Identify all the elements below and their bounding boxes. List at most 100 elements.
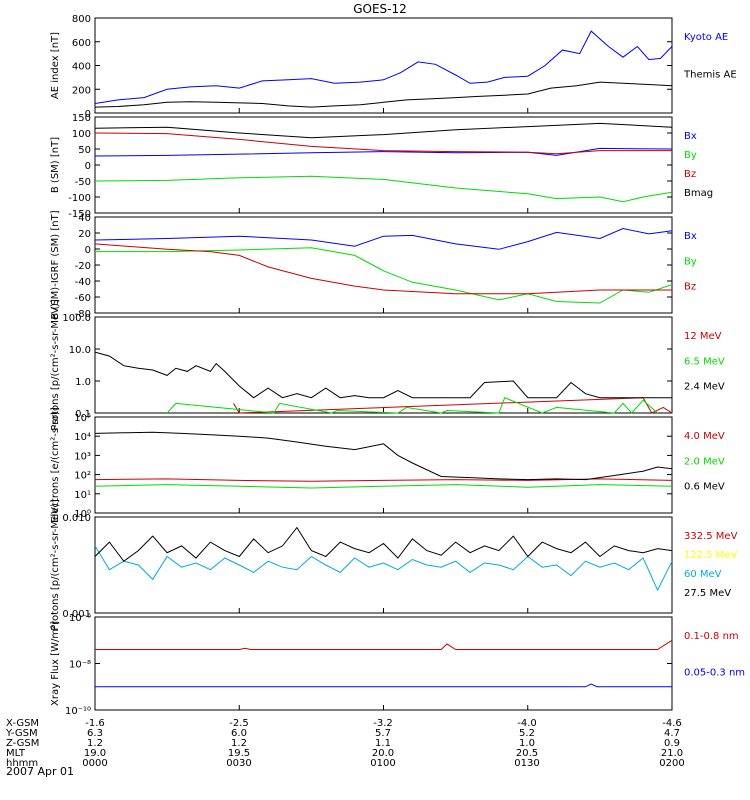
panel-7: 10⁻⁶ 10⁻⁸ 10⁻¹⁰ Xray Flux [W/m²] 0.1-0.8 nm 0…: [50, 613, 745, 717]
y-tick-label: 10⁻⁶: [69, 613, 91, 624]
legend-by: By: [684, 150, 697, 161]
orbit-value: 1.2: [87, 738, 103, 749]
y-tick-label: 150: [72, 113, 91, 124]
orbit-value: 1.0: [519, 738, 535, 749]
orbit-value: 4.7: [664, 728, 680, 739]
series-line-27-5-mev: [94, 526, 673, 562]
series-line-2-0-mev: [94, 484, 673, 489]
y-tick-label: 200: [72, 85, 91, 96]
orbit-row-label: X-GSM: [6, 718, 39, 729]
series-line-themis-ae: [94, 81, 673, 108]
series-line-6-5-mev: [166, 397, 658, 414]
legend-122-5-mev: 122.5 MeV: [684, 550, 738, 561]
plot-frame: [94, 316, 673, 414]
y-tick-label: 10²: [74, 471, 91, 482]
orbit-value: -4.6: [662, 718, 682, 729]
y-tick-label: 10⁰: [74, 509, 91, 520]
legend-0-1-0-8-nm: 0.1-0.8 nm: [684, 631, 739, 642]
y-tick-label: 600: [72, 38, 91, 49]
orbit-value: 1.2: [231, 738, 247, 749]
orbit-value: 21.0: [661, 748, 683, 759]
figure-title: GOES-12: [353, 2, 407, 16]
orbit-row-label: hhmm: [6, 758, 38, 769]
legend-4-0-mev: 4.0 MeV: [684, 431, 725, 442]
orbit-value: 0030: [226, 758, 251, 769]
y-tick-label: 20: [78, 229, 91, 240]
plot-frame: [94, 516, 673, 614]
panel-2: 150 100 50 0 -50 -100 -150 B (SM) [nT] Bx By Bz Bma…: [50, 113, 713, 220]
plot-frame: [94, 216, 673, 314]
y-axis-label: B (SM)-IGRF (SM) [nT]: [50, 210, 61, 319]
series-line-12-mev: [233, 397, 673, 414]
orbit-value: 0200: [659, 758, 684, 769]
legend-2-0-mev: 2.0 MeV: [684, 456, 725, 467]
y-tick-label: 0: [85, 245, 91, 256]
orbit-value: 0100: [370, 758, 395, 769]
orbit-value: 19.0: [84, 748, 106, 759]
y-tick-label: -80: [75, 309, 91, 320]
legend-2-4-mev: 2.4 MeV: [684, 382, 725, 393]
orbit-value: 20.0: [372, 748, 394, 759]
orbit-table: X-GSMY-GSMZ-GSMMLThhmm-1.66.31.219.00000…: [5, 718, 685, 769]
y-tick-label: 10⁵: [74, 413, 91, 424]
legend-themis-ae: Themis AE: [683, 70, 737, 81]
legend-bmag: Bmag: [684, 188, 713, 199]
y-axis-label: Xray Flux [W/m²]: [50, 621, 61, 706]
y-axis-label: AE index [nT]: [50, 32, 61, 99]
y-axis-label: Protons [p/(cm²-s-sr-MeV)]: [50, 299, 61, 431]
orbit-value: 19.5: [228, 748, 250, 759]
legend-12-mev: 12 MeV: [684, 331, 722, 342]
orbit-row-label: Z-GSM: [6, 738, 39, 749]
y-tick-label: 10¹: [74, 490, 91, 501]
series-line-bmag: [94, 122, 673, 139]
plot-frame: [94, 116, 673, 214]
orbit-value: 6.0: [231, 728, 247, 739]
orbit-value: 20.5: [516, 748, 538, 759]
panel-3: 40 20 0 -20 -40 -60 -80 B (SM)-IGRF (SM) [nT] Bx…: [50, 210, 697, 320]
orbit-value: -1.6: [85, 718, 105, 729]
legend-kyoto-ae: Kyoto AE: [684, 32, 728, 43]
y-tick-label: 10³: [74, 451, 91, 462]
legend-bz: Bz: [684, 282, 696, 293]
legend-6-5-mev: 6.5 MeV: [684, 356, 725, 367]
y-axis-label: Protons [p/(cm²-s-sr-MeV)]: [50, 499, 61, 631]
legend-0-05-0-3-nm: 0.05-0.3 nm: [684, 668, 745, 679]
y-tick-label: -50: [75, 177, 91, 188]
series-line-0-05-0-3-nm: [95, 683, 672, 688]
y-axis-label: B (SM) [nT]: [50, 137, 61, 193]
y-tick-label: -150: [68, 209, 91, 220]
series-line-0-6-mev: [94, 431, 673, 481]
series-line-bz: [94, 243, 672, 295]
y-tick-label: 0.010: [62, 513, 91, 524]
orbit-value: 0130: [514, 758, 539, 769]
panel-4: 100.0 10.0 1.0 0.1 Protons [p/(cm²-s-sr-MeV)…: [50, 299, 725, 431]
series-line-0-1-0-8-nm: [95, 639, 673, 650]
y-tick-label: 400: [72, 62, 91, 73]
y-tick-label: 800: [72, 14, 91, 25]
legend-by: By: [684, 256, 697, 267]
orbit-row-label: MLT: [6, 748, 26, 759]
orbit-value: 6.3: [87, 728, 103, 739]
series-line-bx: [94, 147, 673, 157]
y-tick-label: 0: [85, 161, 91, 172]
series-line-by: [94, 175, 673, 203]
y-tick-label: 0: [85, 109, 91, 120]
plot-frame: [94, 416, 673, 514]
orbit-value: -4.0: [517, 718, 537, 729]
orbit-row-label: Y-GSM: [5, 728, 38, 739]
orbit-value: -2.5: [229, 718, 249, 729]
series-line-bz: [94, 132, 672, 155]
y-tick-label: -60: [75, 293, 91, 304]
y-tick-label: 10.0: [69, 345, 91, 356]
series-line-kyoto-ae: [94, 30, 673, 104]
series-line-bx: [94, 227, 673, 250]
series-line-by: [95, 247, 673, 304]
legend-bz: Bz: [684, 169, 696, 180]
y-tick-label: 100.0: [62, 313, 91, 324]
plot-frame: [94, 17, 673, 114]
orbit-value: 0000: [82, 758, 107, 769]
legend-60-mev: 60 MeV: [684, 569, 722, 580]
y-tick-label: 10⁻¹⁰: [65, 706, 91, 717]
